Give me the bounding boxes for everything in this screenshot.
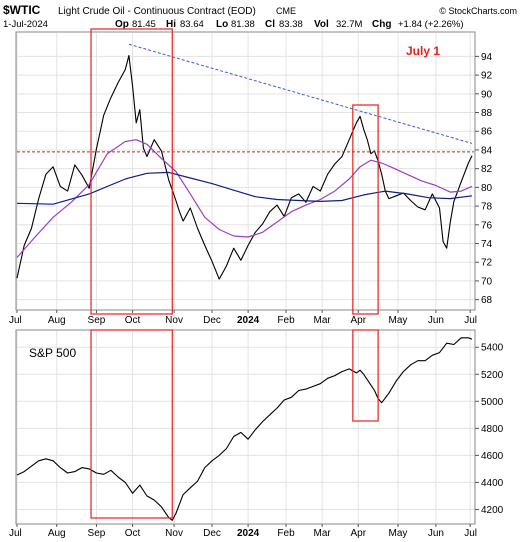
y-tick-label: 78 [481,202,493,213]
top-panel-annotations [17,28,474,315]
bottom-panel-y-axis: 4200 4400 4600 4800 5000 5200 5400 [475,343,504,516]
july-1-annotation: July 1 [406,44,440,58]
header-date: 1-Jul-2024 [3,19,48,30]
top-panel-series [16,54,473,280]
top-panel-frame [15,31,476,311]
exchange: CME [276,6,296,16]
copyright: © StockCharts.com [439,6,517,16]
y-tick-label: 92 [481,71,493,82]
y-tick-label: 76 [481,220,493,231]
volume-value: 32.7M [336,19,362,30]
y-tick-label: 80 [481,183,493,194]
x-tick-label: Oct [125,528,141,539]
x-tick-label: Sep [88,528,106,539]
y-tick-label: 4200 [481,505,504,516]
x-tick-label: Oct [125,315,141,326]
x-tick-label: Nov [165,528,183,539]
y-tick-label: 72 [481,258,493,269]
x-tick-label: Jul [464,528,477,539]
change-value: +1.84 (+2.26%) [398,19,464,30]
x-tick-label: Jun [428,528,444,539]
sp500-panel-title: S&P 500 [29,346,76,360]
y-tick-label: 68 [481,295,493,306]
x-tick-label: Dec [203,528,221,539]
x-tick-label: 2024 [237,315,260,326]
symbol: $WTIC [3,3,41,17]
x-tick-label: Jul [464,315,477,326]
-wtic-line [16,54,473,280]
bottom-panel-gridlines [16,331,474,523]
high-value: 83.64 [180,19,204,30]
header: $WTIC Light Crude Oil - Continuous Contr… [3,3,517,30]
x-tick-label: Aug [48,315,66,326]
y-tick-label: 88 [481,108,493,119]
x-tick-label: 2024 [237,528,260,539]
s-p-500-line [16,337,473,521]
top-panel-gridlines [16,33,474,309]
x-tick-label: Apr [350,315,366,326]
y-tick-label: 4400 [481,478,504,489]
bottom-panel-frame [15,329,476,525]
close-value: 83.38 [279,19,303,30]
x-tick-label: Jul [9,315,22,326]
x-tick-label: Apr [350,528,366,539]
top-panel-y-axis: 68 70 72 74 76 78 80 82 84 86 88 90 92 94 [475,52,493,306]
y-tick-label: 84 [481,145,493,156]
top-panel-x-axis: Jul Aug Sep Oct Nov Dec 2024 Feb Mar Apr May Jun Jul [9,310,477,326]
x-tick-label: Mar [314,315,332,326]
change-label: Chg [372,19,391,30]
y-tick-label: 94 [481,52,493,63]
y-tick-label: 5200 [481,370,504,381]
downtrend-line [128,43,473,144]
x-tick-label: Dec [203,315,221,326]
y-tick-label: 70 [481,276,493,287]
y-tick-label: 5400 [481,343,504,354]
y-tick-label: 86 [481,127,493,138]
x-tick-label: Feb [277,528,295,539]
high-label: Hi [166,19,176,30]
y-tick-label: 82 [481,164,493,175]
bottom-panel-annotations [90,329,379,519]
highlight-box [90,329,173,519]
x-tick-label: Jul [9,528,22,539]
low-value: 81.38 [231,19,255,30]
x-tick-label: May [389,315,408,326]
y-tick-label: 5000 [481,397,504,408]
highlight-box [352,329,379,422]
x-tick-label: Aug [48,528,66,539]
y-tick-label: 4600 [481,451,504,462]
bottom-panel-series [16,337,473,521]
x-tick-label: Jun [428,315,444,326]
200-day-ma-line [16,171,473,205]
y-tick-label: 90 [481,89,493,100]
y-tick-label: 74 [481,239,493,250]
close-label: Cl [265,19,275,30]
open-value: 81.45 [132,19,156,30]
x-tick-label: Sep [88,315,106,326]
y-tick-label: 4800 [481,424,504,435]
open-label: Op [115,19,129,30]
highlight-box [90,28,173,315]
instrument-name: Light Crude Oil - Continuous Contract (E… [58,6,256,17]
x-tick-label: Nov [165,315,183,326]
x-tick-label: May [389,528,408,539]
volume-label: Vol [314,19,329,30]
bottom-panel-x-axis: Jul Aug Sep Oct Nov Dec 2024 Feb Mar Apr May Jun Jul [9,524,477,539]
x-tick-label: Feb [277,315,295,326]
highlight-box [352,104,379,315]
50-day-ma-line [16,139,473,258]
x-tick-label: Mar [314,528,332,539]
low-label: Lo [216,19,228,30]
